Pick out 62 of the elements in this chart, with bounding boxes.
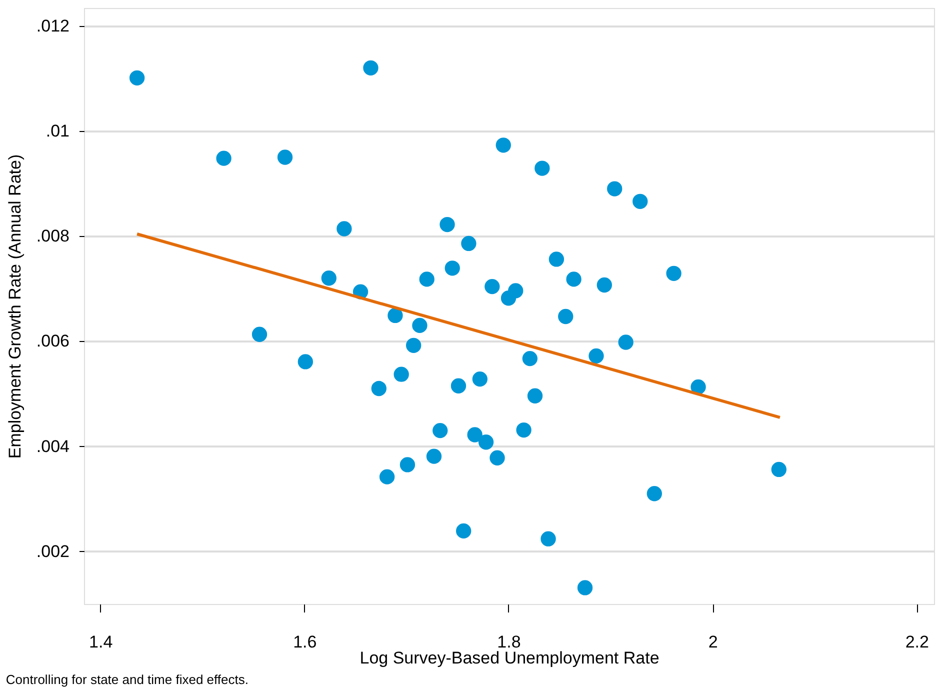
point — [540, 531, 556, 546]
point — [596, 277, 612, 293]
point — [371, 380, 386, 396]
x-tick-label: 2.2 — [905, 632, 929, 652]
point — [277, 150, 293, 165]
y-axis-title: Employment Growth Rate (Annual Rate) — [5, 154, 24, 459]
point — [440, 216, 455, 232]
point — [400, 457, 416, 472]
y-tick-label: .008 — [36, 226, 70, 246]
x-tick-label: 1.8 — [497, 632, 521, 652]
point — [588, 348, 604, 364]
point — [426, 448, 442, 464]
x-tick-label: 2 — [708, 632, 718, 652]
point — [406, 338, 422, 353]
point — [607, 181, 622, 196]
point — [252, 326, 268, 342]
point — [456, 523, 472, 539]
point — [336, 221, 352, 236]
point — [522, 350, 538, 366]
point — [419, 272, 434, 287]
point — [618, 334, 634, 350]
y-tick-label: .01 — [46, 121, 70, 140]
y-tick-label: .004 — [36, 436, 70, 456]
point — [129, 70, 145, 86]
point — [577, 580, 593, 596]
point — [771, 462, 786, 478]
y-tick-label: .002 — [36, 542, 70, 561]
point — [298, 354, 314, 370]
point — [450, 378, 466, 394]
text: Controlling for state and time fixed effects. — [6, 672, 248, 687]
point — [412, 318, 428, 334]
point — [216, 150, 232, 166]
y-tick-label: .006 — [36, 332, 70, 351]
x-tick-label: 1.6 — [293, 632, 317, 652]
point — [444, 260, 460, 276]
point — [508, 283, 524, 298]
point — [478, 434, 494, 450]
point — [516, 422, 532, 438]
point — [690, 379, 706, 395]
point — [646, 486, 662, 502]
point — [363, 60, 378, 76]
point — [666, 266, 682, 281]
point — [432, 422, 448, 438]
point — [379, 469, 395, 484]
point — [548, 252, 564, 267]
x-axis-title: Log Survey-Based Unemployment Rate — [360, 648, 660, 668]
x-tick-label: 1.4 — [89, 632, 113, 652]
point — [461, 236, 476, 252]
point — [496, 138, 511, 153]
point — [632, 194, 648, 209]
point — [472, 371, 488, 387]
point — [558, 308, 574, 324]
point — [467, 427, 482, 442]
point — [490, 450, 505, 466]
y-tick-label: .012 — [36, 16, 70, 36]
point — [484, 278, 500, 294]
point — [566, 272, 582, 287]
point — [388, 308, 403, 324]
point — [534, 160, 550, 176]
point — [321, 270, 336, 286]
point — [394, 366, 409, 382]
point — [527, 388, 543, 404]
